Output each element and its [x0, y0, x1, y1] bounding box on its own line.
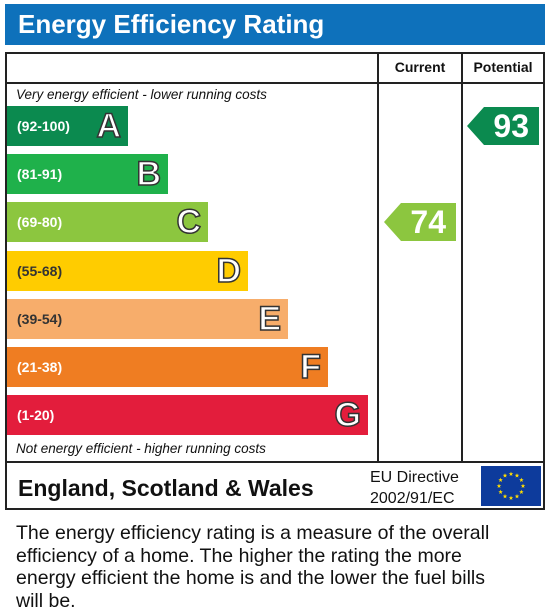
current-column-divider: [377, 52, 379, 462]
eu-star-icon: [508, 495, 514, 500]
band-e: (39-54) E: [7, 298, 288, 339]
band-f: (21-38) F: [7, 347, 328, 387]
band-letter: F: [299, 347, 321, 387]
band-letter: A: [96, 106, 122, 146]
eu-directive: EU Directive 2002/91/EC: [370, 467, 459, 509]
eu-star-icon: [519, 489, 524, 494]
eu-directive-line1: EU Directive: [370, 469, 459, 486]
band-d: (55-68) D: [7, 250, 248, 291]
potential-column-divider: [461, 52, 463, 462]
band-range: (1-20): [17, 407, 55, 424]
band-range: (55-68): [17, 262, 63, 279]
current-arrow-shape: [384, 203, 456, 242]
eu-star-icon: [496, 483, 502, 488]
band-a: (92-100) A: [7, 106, 128, 146]
footer-divider: [5, 461, 545, 463]
band-letter: E: [258, 299, 282, 339]
band-letter: C: [176, 203, 202, 243]
band-letter: D: [216, 251, 242, 291]
band-letter: B: [136, 154, 162, 194]
potential-rating-value: 93: [493, 108, 529, 144]
current-rating-value: 74: [410, 204, 446, 241]
band-letter: G: [334, 395, 362, 435]
eu-directive-line2: 2002/91/EC: [370, 490, 455, 507]
current-rating-arrow: 74: [384, 203, 456, 242]
eu-star-icon: [514, 493, 520, 499]
potential-column-header: Potential: [473, 59, 533, 75]
bottom-note: Not energy efficient - higher running co…: [16, 441, 266, 456]
header-row-divider: [5, 82, 545, 84]
band-b: (81-91) B: [7, 154, 168, 195]
eu-star-icon: [508, 471, 514, 476]
eu-flag-icon: [481, 466, 541, 506]
description-text: The energy efficiency rating is a measur…: [16, 522, 490, 612]
band-range: (39-54): [17, 310, 63, 327]
rating-frame: [5, 52, 545, 510]
band-c: (69-80) C: [7, 202, 208, 243]
top-note: Very energy efficient - lower running co…: [16, 87, 267, 102]
eu-star-icon: [514, 473, 520, 478]
chart-title: Energy Efficiency Rating: [5, 4, 545, 45]
eu-star-icon: [498, 477, 503, 482]
country-label: England, Scotland & Wales: [18, 475, 314, 501]
eu-star-icon: [502, 493, 508, 499]
band-g: (1-20) G: [7, 395, 368, 436]
band-range: (69-80): [17, 214, 63, 231]
eu-star-icon: [498, 489, 503, 494]
eu-star-icon: [519, 477, 524, 482]
potential-arrow-shape: [467, 107, 539, 145]
current-column-header: Current: [394, 59, 446, 75]
eu-star-icon: [502, 473, 508, 478]
potential-rating-arrow: 93: [467, 107, 539, 145]
band-range: (21-38): [17, 359, 63, 375]
band-range: (92-100): [17, 118, 70, 134]
eu-star-icon: [520, 483, 526, 488]
band-range: (81-91): [17, 166, 63, 183]
